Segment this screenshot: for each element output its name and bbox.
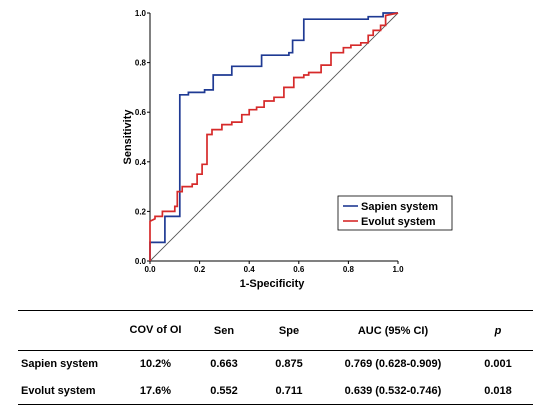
y-tick-label: 0.6 (135, 108, 147, 117)
cell-sen: 0.663 (210, 358, 238, 371)
y-axis-label: Sensitivity (122, 109, 134, 165)
x-axis-label: 1-Specificity (240, 278, 306, 290)
legend-label-evolut: Evolut system (361, 216, 436, 228)
header-spe: Spe (278, 324, 300, 337)
y-tick-label: 0.0 (135, 257, 147, 266)
x-tick-label: 0.4 (244, 265, 256, 274)
row-name: Evolut system (21, 384, 96, 397)
roc-chart: 0.0 0.2 0.4 0.6 0.8 1.0 0.0 0.2 0.4 0.6 0.8 1.0 Sen… (122, 9, 453, 290)
x-tick-label: 0.0 (144, 265, 156, 274)
row-name: Sapien system (21, 358, 99, 371)
header-cov: COV of OI (129, 324, 182, 336)
y-tick-label: 0.8 (135, 59, 147, 68)
header-p: p (494, 324, 502, 337)
x-tick-label: 1.0 (392, 265, 404, 274)
cell-spe: 0.711 (275, 384, 303, 397)
cell-cov: 10.2% (139, 358, 172, 371)
roc-curve-sapien (149, 12, 398, 261)
cell-sen: 0.552 (210, 384, 238, 397)
x-tick-label: 0.2 (194, 265, 206, 274)
header-blank (18, 311, 118, 351)
cell-p: 0.001 (484, 358, 512, 371)
y-tick-label: 1.0 (135, 9, 147, 18)
stats-table: COV of OI Sen Spe AUC (95% CI) p Sapien … (18, 310, 533, 405)
reference-diagonal (149, 12, 399, 262)
table-header-row: COV of OI Sen Spe AUC (95% CI) p (18, 310, 533, 351)
legend-label-sapien: Sapien system (361, 201, 438, 213)
y-tick-label: 0.4 (135, 158, 147, 167)
header-auc: AUC (95% CI) (357, 324, 429, 337)
y-tick-label: 0.2 (135, 207, 147, 216)
stats-table-container: COV of OI Sen Spe AUC (95% CI) p Sapien … (18, 310, 533, 405)
plot-area: 0.0 0.2 0.4 0.6 0.8 1.0 0.0 0.2 0.4 0.6 0.8 1.0 (135, 9, 404, 274)
legend-box (337, 195, 453, 231)
table-row: Evolut system 17.6% 0.552 0.711 0.639 (0… (18, 378, 533, 405)
cell-auc: 0.639 (0.532-0.746) (344, 384, 442, 397)
header-sen: Sen (213, 324, 235, 337)
x-tick-label: 0.8 (343, 265, 355, 274)
cell-auc: 0.769 (0.628-0.909) (344, 358, 442, 371)
cell-cov: 17.6% (139, 384, 172, 397)
legend: Sapien system Evolut system (337, 195, 453, 231)
x-tick-label: 0.6 (293, 265, 305, 274)
roc-curve-evolut (149, 12, 399, 261)
table-row: Sapien system 10.2% 0.663 0.875 0.769 (0… (18, 351, 533, 378)
cell-spe: 0.875 (275, 358, 303, 371)
cell-p: 0.018 (484, 384, 512, 397)
